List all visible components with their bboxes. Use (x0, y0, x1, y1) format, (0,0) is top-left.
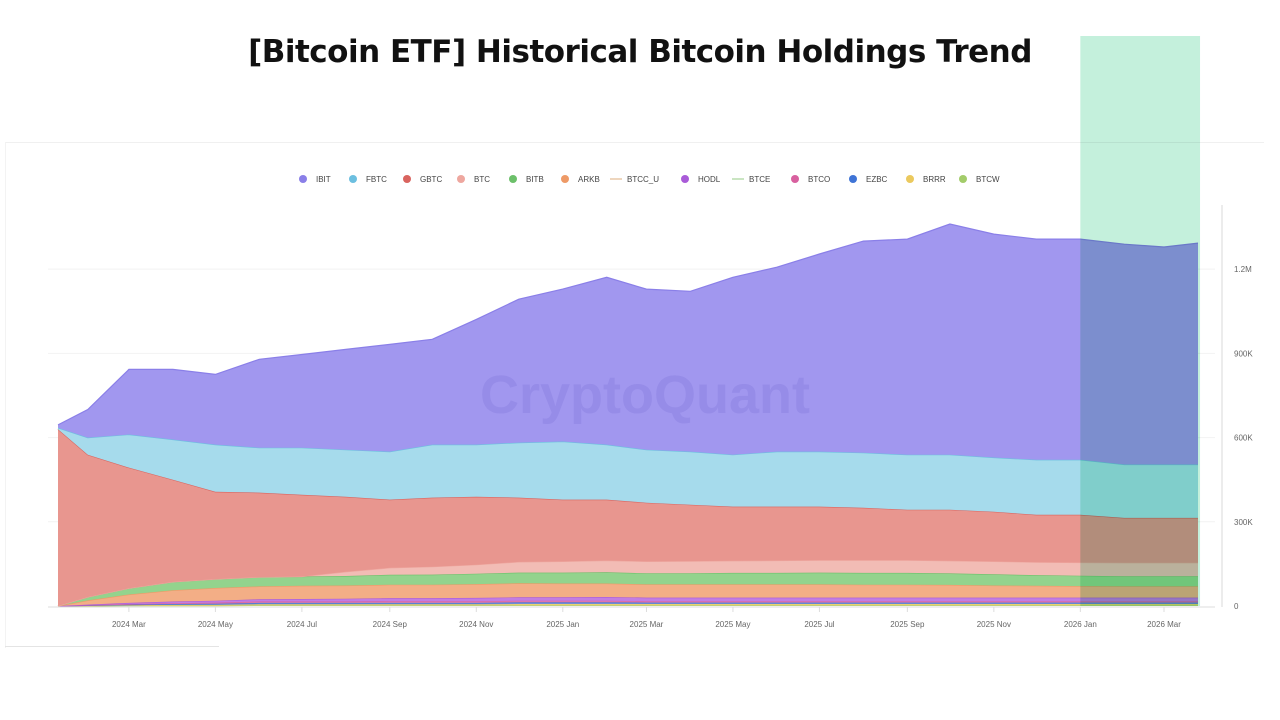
legend-label: ARKB (578, 175, 600, 184)
legend-item-btcc_u[interactable]: BTCC_U (610, 175, 659, 184)
axes: 0 300K 600K 900K 1.2M 2024 Mar 2024 May 2024 Ju… (48, 205, 1253, 629)
legend-label: BTCC_U (627, 175, 659, 184)
legend-label: BITB (526, 175, 544, 184)
y-tick-label: 600K (1234, 434, 1253, 443)
x-tick-label: 2024 Mar (112, 620, 146, 629)
legend-dot-icon (457, 175, 465, 183)
legend-item-btco[interactable]: BTCO (791, 175, 830, 184)
x-tick-label: 2024 Sep (373, 620, 408, 629)
legend-dot-icon (561, 175, 569, 183)
legend-item-hodl[interactable]: HODL (681, 175, 721, 184)
y-tick-label: 0 (1234, 602, 1239, 611)
y-tick-label: 900K (1234, 349, 1253, 358)
line-ibit (57, 223, 1199, 426)
area-bitb (58, 572, 1198, 606)
legend-item-arkb[interactable]: ARKB (561, 175, 600, 184)
legend-label: HODL (698, 175, 721, 184)
legend-label: EZBC (866, 175, 888, 184)
area-gbtc (58, 429, 1198, 606)
legend-dot-icon (509, 175, 517, 183)
page-title: [Bitcoin ETF] Historical Bitcoin Holding… (248, 34, 1032, 70)
x-tick-label: 2025 Nov (977, 620, 1011, 629)
chart-card (5, 142, 1264, 648)
x-tick-label: 2024 May (198, 620, 233, 629)
x-tick-label: 2025 Jul (804, 620, 834, 629)
area-fbtc (58, 427, 1198, 518)
card-divider (5, 646, 219, 647)
y-tick-label: 1.2M (1234, 265, 1252, 274)
x-tick-label: 2025 Sep (890, 620, 925, 629)
series-areas (57, 223, 1199, 607)
area-arkb (58, 583, 1198, 606)
line-gbtc (57, 428, 1198, 519)
legend-dot-icon (791, 175, 799, 183)
line-fbtc (57, 427, 1198, 466)
legend-item-gbtc[interactable]: GBTC (403, 175, 442, 184)
legend-dot-icon (681, 175, 689, 183)
x-tick-label: 2026 Jan (1064, 620, 1097, 629)
legend: IBIT FBTC GBTC BTC BITB ARKB BTCC_U HODL BTCE BTC… (299, 175, 1000, 184)
x-tick-label: 2025 Mar (630, 620, 664, 629)
legend-label: FBTC (366, 175, 387, 184)
y-tick-label: 300K (1234, 518, 1253, 527)
legend-dot-icon (906, 175, 914, 183)
x-tick-label: 2025 Jan (546, 620, 579, 629)
legend-item-btce[interactable]: BTCE (732, 175, 770, 184)
legend-label: BRRR (923, 175, 946, 184)
legend-item-bitb[interactable]: BITB (509, 175, 544, 184)
legend-label: BTCE (749, 175, 770, 184)
legend-label: BTCO (808, 175, 830, 184)
area-btc (58, 560, 1198, 606)
legend-dot-icon (849, 175, 857, 183)
legend-item-btc[interactable]: BTC (457, 175, 490, 184)
legend-label: GBTC (420, 175, 442, 184)
legend-dot-icon (403, 175, 411, 183)
area-ibit (58, 224, 1198, 465)
legend-label: IBIT (316, 175, 331, 184)
legend-label: BTC (474, 175, 490, 184)
x-tick-label: 2024 Jul (287, 620, 317, 629)
legend-item-btcw[interactable]: BTCW (959, 175, 1000, 184)
legend-dot-icon (349, 175, 357, 183)
legend-label: BTCW (976, 175, 1000, 184)
x-tick-label: 2026 Mar (1147, 620, 1181, 629)
legend-item-ezbc[interactable]: EZBC (849, 175, 888, 184)
highlight-band-layer (1080, 36, 1201, 606)
legend-item-ibit[interactable]: IBIT (299, 175, 331, 184)
legend-dot-icon (299, 175, 307, 183)
legend-item-brrr[interactable]: BRRR (906, 175, 946, 184)
x-tick-label: 2024 Nov (459, 620, 493, 629)
legend-dot-icon (959, 175, 967, 183)
x-tick-label: 2025 May (715, 620, 750, 629)
legend-item-fbtc[interactable]: FBTC (349, 175, 387, 184)
highlight-band (1080, 36, 1201, 606)
watermark: CryptoQuant (480, 365, 810, 425)
